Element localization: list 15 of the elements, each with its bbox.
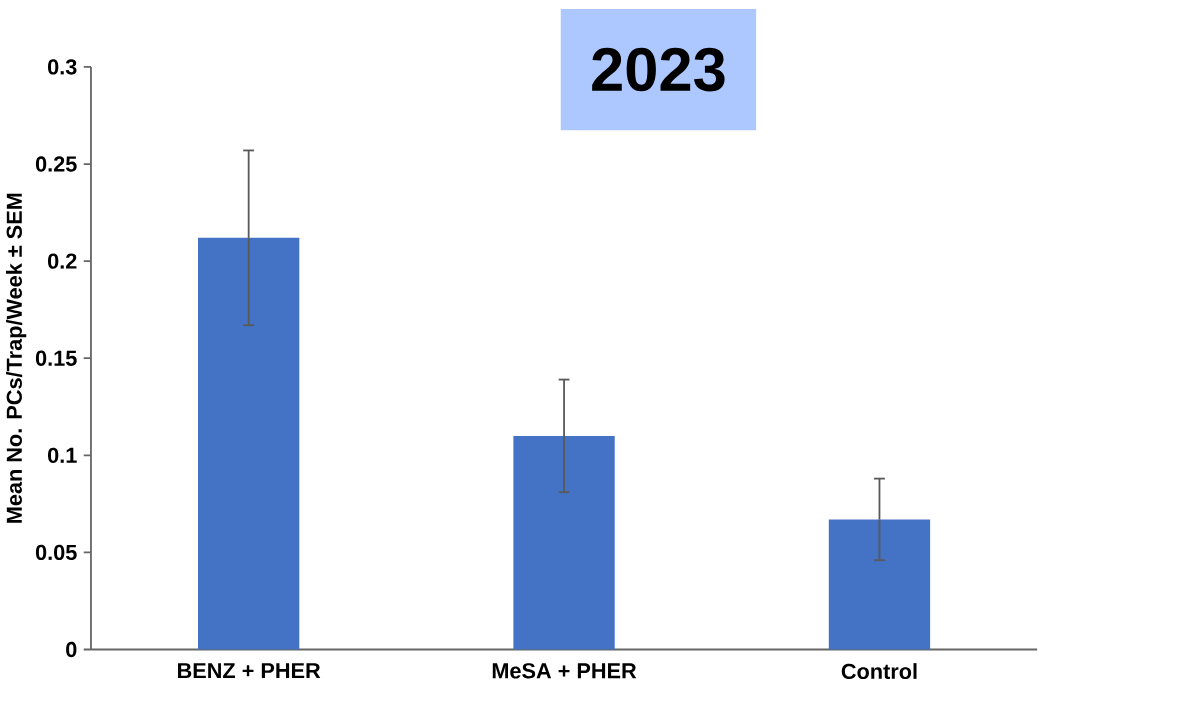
y-tick-label: 0.3 — [48, 59, 77, 75]
chart-title: 2023 — [592, 47, 725, 92]
x-tick-label: Control — [841, 663, 917, 680]
x-tick-label: MeSA + PHER — [492, 663, 637, 679]
y-tick-label: 0.25 — [35, 156, 77, 172]
y-tick-label: 0.15 — [35, 350, 77, 366]
bar — [198, 237, 300, 650]
x-tick-label: BENZ + PHER — [178, 663, 321, 679]
y-tick-label: 0.2 — [48, 253, 77, 269]
bar — [828, 519, 931, 650]
y-tick-label: 0.1 — [48, 447, 77, 463]
bar — [513, 435, 615, 650]
y-axis-title: Mean No. PCs/Trap/Week ± SEM — [6, 193, 27, 523]
y-tick-label: 0 — [66, 641, 77, 658]
y-tick-label: 0.05 — [35, 544, 77, 561]
